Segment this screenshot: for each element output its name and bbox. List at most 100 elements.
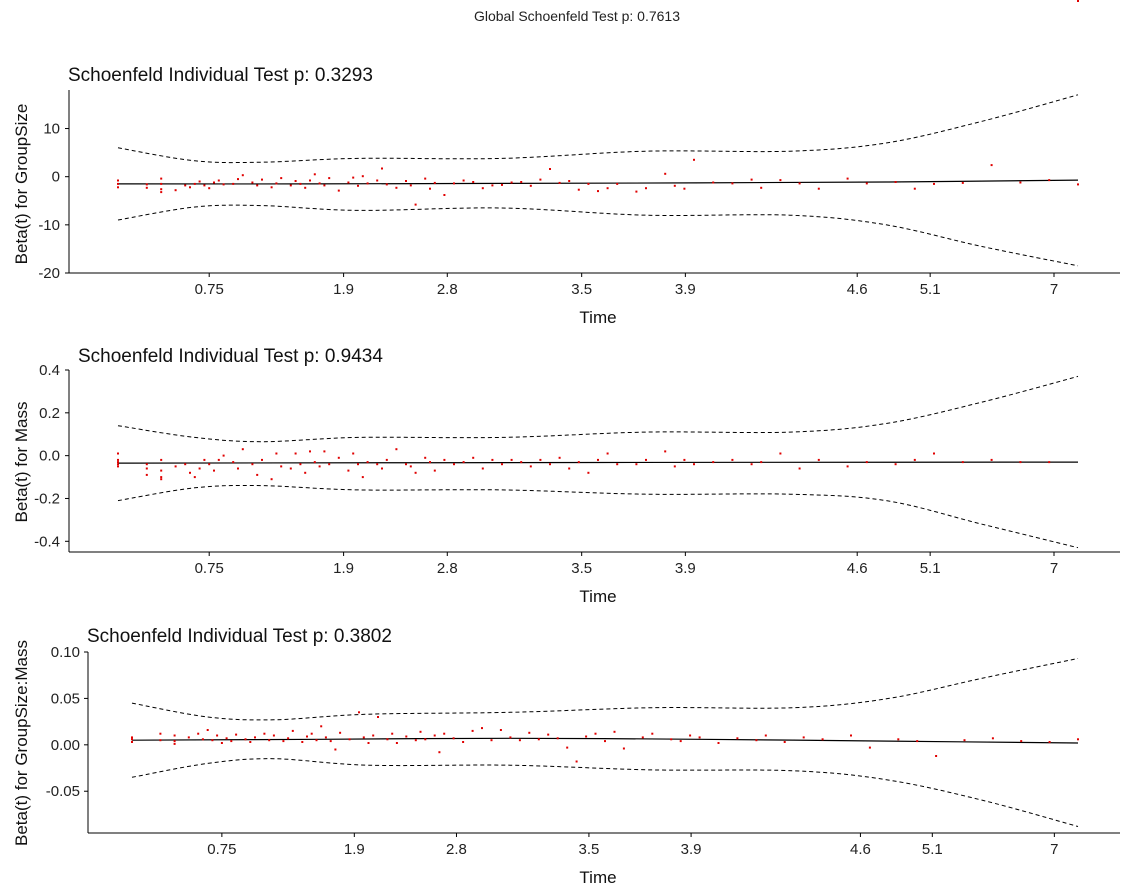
y-tick-label: 0 — [52, 169, 60, 186]
residual-point — [160, 182, 163, 185]
residual-point — [604, 740, 606, 743]
residual-point — [990, 458, 993, 461]
panel-title: Schoenfeld Individual Test p: 0.3802 — [87, 626, 392, 647]
y-axis-title: Beta(t) for GroupSize — [12, 104, 31, 265]
y-axis-title: Beta(t) for GroupSize:Mass — [12, 640, 31, 846]
residual-point — [509, 736, 512, 739]
y-tick-label: 0.0 — [39, 448, 60, 465]
residual-point — [433, 181, 436, 184]
residual-point — [256, 473, 259, 476]
x-tick-label: 3.9 — [681, 841, 702, 858]
residual-point — [309, 450, 311, 453]
residual-point — [1019, 461, 1022, 464]
residual-point — [294, 180, 297, 182]
residual-point — [913, 458, 916, 461]
residual-point — [501, 183, 503, 186]
residual-point — [159, 732, 162, 735]
residual-point — [225, 737, 228, 740]
residual-point — [174, 465, 177, 468]
residual-point — [424, 177, 427, 180]
residual-point — [197, 732, 200, 735]
residual-point — [145, 467, 148, 470]
residual-point — [689, 734, 692, 737]
x-tick-label: 4.6 — [850, 841, 871, 858]
residual-point — [254, 736, 256, 739]
residual-point — [323, 450, 326, 453]
residual-point — [933, 452, 935, 455]
residual-point — [577, 461, 580, 464]
residual-point — [429, 461, 431, 464]
residual-point — [471, 729, 474, 732]
residual-point — [452, 737, 455, 740]
x-tick-label: 3.5 — [571, 281, 592, 298]
residual-point — [577, 188, 580, 191]
residual-point — [490, 739, 493, 742]
lower-confidence-band — [131, 758, 1079, 827]
residual-point — [117, 179, 119, 182]
residual-point — [433, 469, 436, 472]
upper-confidence-band — [117, 94, 1079, 164]
residual-point — [594, 732, 597, 735]
residual-point — [635, 190, 638, 193]
residual-point — [409, 465, 412, 468]
residual-point — [367, 742, 370, 744]
residual-point — [357, 184, 359, 187]
residual-point — [222, 183, 225, 186]
residual-point — [251, 181, 254, 184]
residual-point — [366, 461, 369, 464]
residual-point — [241, 174, 244, 177]
residual-point — [537, 738, 540, 741]
residual-point — [160, 476, 163, 479]
residual-point — [664, 450, 667, 453]
residual-point — [491, 458, 494, 461]
panel-title: Schoenfeld Individual Test p: 0.9434 — [78, 346, 383, 367]
residual-point — [268, 739, 271, 742]
residual-point — [193, 476, 196, 479]
y-tick-label: -0.2 — [34, 490, 60, 507]
residual-point — [160, 191, 163, 194]
residual-point — [405, 463, 407, 466]
residual-point — [237, 178, 239, 181]
residual-point — [117, 452, 119, 455]
residual-point — [145, 183, 148, 186]
residual-point — [287, 737, 290, 740]
residual-point — [160, 469, 163, 472]
residual-point — [698, 736, 701, 739]
residual-point — [679, 740, 682, 743]
residual-point — [376, 179, 379, 182]
x-tick-label: 7 — [1050, 281, 1058, 298]
residual-point — [318, 465, 321, 468]
residual-point — [289, 467, 292, 470]
residual-point — [405, 180, 407, 182]
residual-point — [145, 186, 148, 189]
residual-point — [208, 463, 211, 466]
residual-point — [280, 177, 283, 180]
residual-point — [241, 448, 244, 451]
residual-point — [462, 741, 465, 743]
residual-point — [347, 469, 350, 472]
residual-point — [510, 181, 513, 184]
y-tick-label: -0.05 — [46, 783, 80, 800]
residual-point — [117, 186, 119, 189]
residual-point — [520, 181, 523, 183]
residual-point — [313, 461, 316, 464]
residual-point — [391, 732, 394, 735]
residual-point — [275, 182, 278, 185]
residual-point — [755, 739, 758, 742]
residual-point — [381, 467, 383, 470]
upper-confidence-band — [117, 375, 1079, 443]
x-tick-label: 4.6 — [847, 560, 868, 577]
x-tick-label: 5.1 — [922, 841, 943, 858]
residual-point — [1020, 740, 1023, 743]
residual-point — [529, 184, 532, 187]
y-tick-label: -10 — [38, 217, 60, 234]
residual-point — [585, 735, 588, 738]
residual-point — [597, 458, 599, 461]
residual-point — [539, 178, 542, 181]
residual-point — [760, 186, 763, 189]
residual-point — [289, 184, 292, 187]
residual-point — [117, 458, 119, 461]
residual-point — [913, 187, 916, 190]
residual-point — [481, 187, 484, 190]
residual-point — [187, 736, 190, 739]
